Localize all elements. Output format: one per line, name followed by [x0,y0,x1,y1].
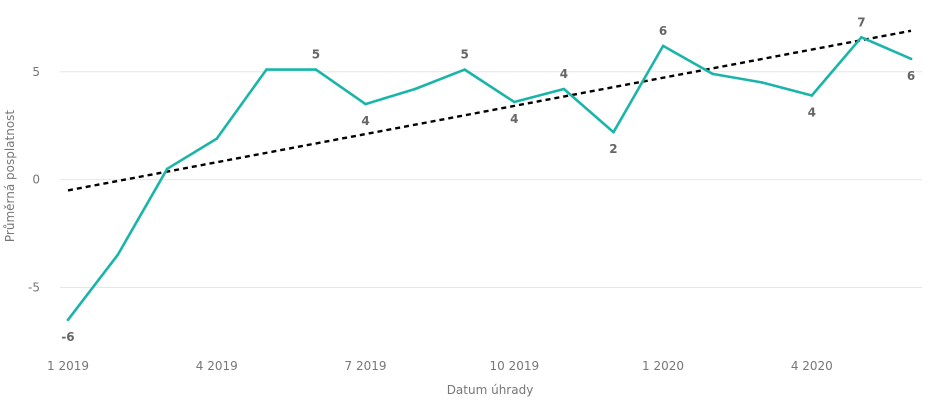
data-point [165,167,169,171]
x-tick-label: 4 2019 [196,359,238,373]
data-point [909,57,913,61]
data-point [215,137,219,140]
y-tick-label: -5 [28,280,40,294]
data-point [265,68,268,71]
data-point [562,87,566,91]
data-label: 4 [808,105,816,119]
data-label: 7 [857,15,865,29]
x-tick-label: 10 2019 [489,359,539,373]
data-labels: -6 5 4 5 4 4 2 6 4 7 6 [61,15,915,344]
data-label: 5 [461,48,469,62]
x-tick-label: 4 2020 [791,359,833,373]
data-point [860,35,863,39]
data-label: 5 [312,48,320,62]
data-label: 6 [659,24,667,38]
x-tick-label: 1 2019 [47,359,89,373]
data-label: -6 [61,330,74,344]
data-label: 6 [907,69,915,83]
trendline-layer [67,29,912,192]
data-point [116,253,119,257]
data-point [512,100,516,104]
data-label: 4 [560,67,568,81]
data-label: 4 [510,112,518,126]
series-layer [66,35,913,322]
data-label: 2 [609,142,617,156]
data-point [463,68,467,71]
data-point [612,130,615,134]
data-point [661,44,665,48]
y-axis-title: Průměrná posplatnost [3,110,17,243]
data-point [413,87,417,91]
y-axis-ticks: -5 0 5 [28,65,40,295]
data-point [810,94,814,97]
x-tick-label: 7 2019 [345,359,387,373]
gridlines [60,71,922,288]
x-tick-label: 1 2020 [642,359,684,373]
data-point [364,102,367,106]
y-tick-label: 0 [32,173,40,187]
series-line [66,35,913,322]
data-label: 4 [361,114,369,128]
data-point [760,81,764,84]
y-tick-label: 5 [32,65,40,79]
x-axis-ticks: 1 2019 4 2019 7 2019 10 2019 1 2020 4 2020 [47,359,833,373]
x-axis-title: Datum úhrady [447,383,534,397]
data-point [711,72,714,76]
data-point [314,68,318,71]
data-point [66,318,70,322]
trendline [67,29,912,192]
